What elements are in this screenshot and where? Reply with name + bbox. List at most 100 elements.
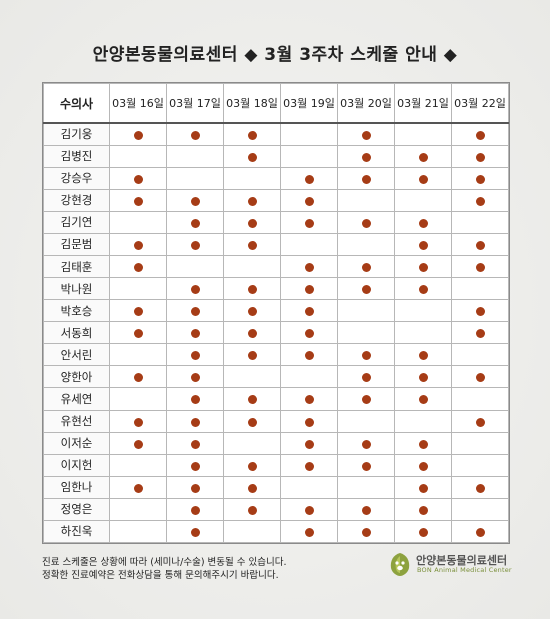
schedule-cell bbox=[109, 299, 167, 323]
table-row: 유세연 bbox=[43, 387, 509, 411]
schedule-cell bbox=[451, 188, 509, 212]
schedule-cell bbox=[166, 519, 224, 544]
on-duty-dot-icon bbox=[361, 373, 371, 383]
date-header: 03월 20일 bbox=[337, 83, 395, 124]
schedule-cell bbox=[166, 409, 224, 433]
logo-name-en: BON Animal Medical Center bbox=[417, 566, 512, 574]
schedule-cell bbox=[109, 519, 167, 544]
on-duty-dot-icon bbox=[475, 417, 485, 427]
vet-name: 강승우 bbox=[43, 166, 110, 190]
on-duty-dot-icon bbox=[418, 240, 428, 250]
on-duty-dot-icon bbox=[475, 240, 485, 250]
on-duty-dot-icon bbox=[247, 285, 257, 295]
date-header: 03월 21일 bbox=[394, 83, 452, 124]
on-duty-dot-icon bbox=[418, 395, 428, 405]
schedule-cell bbox=[223, 144, 281, 168]
vet-name: 박호승 bbox=[43, 299, 110, 323]
table-row: 유현선 bbox=[43, 409, 509, 433]
on-duty-dot-icon bbox=[361, 395, 371, 405]
schedule-cell bbox=[337, 387, 395, 411]
on-duty-dot-icon bbox=[475, 152, 485, 162]
vet-name: 정영은 bbox=[43, 497, 110, 521]
schedule-cell bbox=[394, 277, 452, 301]
on-duty-dot-icon bbox=[133, 417, 143, 427]
schedule-cell bbox=[337, 277, 395, 301]
schedule-cell bbox=[109, 277, 167, 301]
schedule-cell bbox=[223, 475, 281, 499]
on-duty-dot-icon bbox=[475, 329, 485, 339]
schedule-cell bbox=[337, 210, 395, 234]
schedule-cell bbox=[394, 166, 452, 190]
paw-leaf-icon bbox=[390, 553, 410, 576]
schedule-cell bbox=[166, 166, 224, 190]
on-duty-dot-icon bbox=[190, 285, 200, 295]
schedule-cell bbox=[166, 232, 224, 256]
schedule-cell bbox=[166, 299, 224, 323]
schedule-cell bbox=[394, 453, 452, 477]
date-header: 03월 18일 bbox=[223, 83, 281, 124]
on-duty-dot-icon bbox=[133, 196, 143, 206]
schedule-cell bbox=[166, 387, 224, 411]
schedule-cell bbox=[223, 453, 281, 477]
vet-name: 유세연 bbox=[43, 387, 110, 411]
schedule-cell bbox=[394, 210, 452, 234]
on-duty-dot-icon bbox=[133, 174, 143, 184]
schedule-cell bbox=[109, 343, 167, 367]
schedule-cell bbox=[280, 475, 338, 499]
schedule-cell bbox=[166, 431, 224, 455]
schedule-cell bbox=[451, 321, 509, 345]
schedule-sheet: 수의사 03월 16일 03월 17일 03월 18일 03월 19일 03월 … bbox=[42, 82, 510, 544]
on-duty-dot-icon bbox=[304, 417, 314, 427]
on-duty-dot-icon bbox=[475, 263, 485, 272]
on-duty-dot-icon bbox=[418, 505, 428, 515]
on-duty-dot-icon bbox=[247, 351, 257, 361]
on-duty-dot-icon bbox=[475, 196, 485, 206]
on-duty-dot-icon bbox=[190, 527, 200, 537]
on-duty-dot-icon bbox=[475, 483, 485, 493]
on-duty-dot-icon bbox=[361, 285, 371, 295]
table-row: 강승우 bbox=[43, 166, 509, 190]
on-duty-dot-icon bbox=[247, 240, 257, 250]
on-duty-dot-icon bbox=[361, 439, 371, 449]
schedule-body: 김기웅 김병진 강승우 강현경 김기연 김문범 김태훈 박나원 박호승 서동희 안서린 양한아 유세연 유… bbox=[43, 122, 509, 544]
schedule-cell bbox=[451, 210, 509, 234]
schedule-cell bbox=[109, 409, 167, 433]
schedule-cell bbox=[166, 254, 224, 279]
schedule-cell bbox=[223, 519, 281, 544]
on-duty-dot-icon bbox=[304, 527, 314, 537]
vet-name: 김문범 bbox=[43, 232, 110, 256]
schedule-cell bbox=[451, 299, 509, 323]
schedule-cell bbox=[280, 254, 338, 279]
on-duty-dot-icon bbox=[190, 130, 200, 140]
schedule-cell bbox=[280, 409, 338, 433]
on-duty-dot-icon bbox=[418, 218, 428, 228]
on-duty-dot-icon bbox=[190, 395, 200, 405]
on-duty-dot-icon bbox=[418, 174, 428, 184]
date-header: 03월 16일 bbox=[109, 83, 167, 124]
schedule-cell bbox=[109, 475, 167, 499]
table-row: 박호승 bbox=[43, 299, 509, 323]
schedule-cell bbox=[451, 166, 509, 190]
vet-name: 박나원 bbox=[43, 277, 110, 301]
on-duty-dot-icon bbox=[418, 351, 428, 361]
schedule-cell bbox=[394, 387, 452, 411]
on-duty-dot-icon bbox=[304, 285, 314, 295]
on-duty-dot-icon bbox=[361, 174, 371, 184]
on-duty-dot-icon bbox=[361, 505, 371, 515]
schedule-cell bbox=[394, 475, 452, 499]
schedule-cell bbox=[337, 299, 395, 323]
schedule-cell bbox=[394, 188, 452, 212]
on-duty-dot-icon bbox=[304, 395, 314, 405]
schedule-cell bbox=[109, 166, 167, 190]
schedule-cell bbox=[166, 365, 224, 389]
schedule-cell bbox=[109, 321, 167, 345]
on-duty-dot-icon bbox=[475, 307, 485, 317]
schedule-cell bbox=[223, 232, 281, 256]
schedule-cell bbox=[451, 365, 509, 389]
vet-name: 유현선 bbox=[43, 409, 110, 433]
vet-name: 이저순 bbox=[43, 431, 110, 455]
on-duty-dot-icon bbox=[361, 461, 371, 471]
on-duty-dot-icon bbox=[418, 263, 428, 272]
schedule-cell bbox=[109, 232, 167, 256]
schedule-cell bbox=[337, 343, 395, 367]
